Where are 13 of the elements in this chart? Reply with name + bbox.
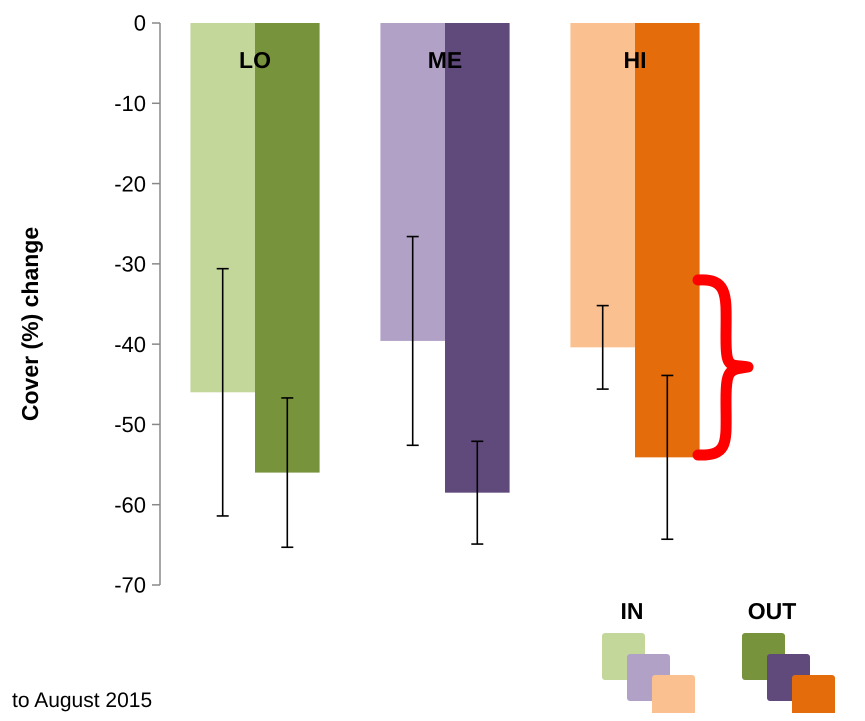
y-axis-title: Cover (%) change (17, 226, 43, 422)
text: IN (620, 598, 644, 624)
text: OUT (748, 598, 796, 624)
y-tick-label: -10 (114, 90, 146, 116)
y-tick-label: 0 (134, 10, 146, 36)
y-tick-label: -20 (114, 171, 146, 196)
y-tick-label: -30 (114, 252, 146, 277)
y-tick-label: -40 (114, 332, 146, 357)
text: to August 2015 (12, 689, 152, 712)
y-tick-label: -60 (114, 492, 146, 518)
x-tick-label: HI (624, 47, 646, 73)
y-tick-label: -70 (114, 572, 146, 598)
y-tick-label: -50 (114, 412, 146, 438)
